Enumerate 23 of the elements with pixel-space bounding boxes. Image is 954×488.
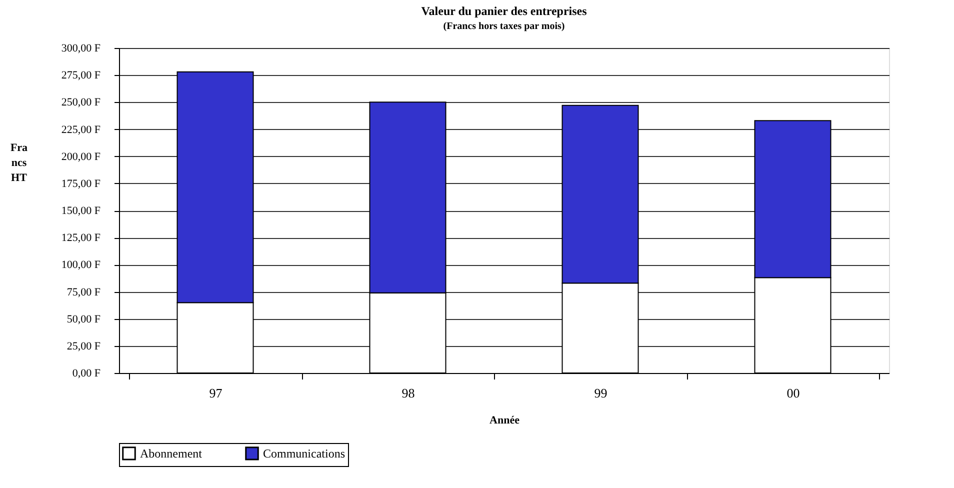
y-tick-label: 250,00 F xyxy=(61,96,100,109)
legend-label: Communications xyxy=(263,446,346,460)
y-tick-label: 50,00 F xyxy=(66,313,100,326)
x-tick-label: 98 xyxy=(402,386,415,400)
y-tick-label: 125,00 F xyxy=(61,232,100,244)
x-axis-title: Année xyxy=(490,414,520,426)
y-axis-title: Francs HT xyxy=(10,142,28,184)
chart-title: Valeur du panier des entreprises xyxy=(421,4,588,18)
y-tick-label: 200,00 F xyxy=(61,150,100,163)
y-tick-label: 0,00 F xyxy=(72,368,100,380)
legend-label: Abonnement xyxy=(140,446,203,460)
y-tick-label: 225,00 F xyxy=(61,124,100,136)
x-tick-label: 00 xyxy=(786,386,800,400)
x-tick-label: 99 xyxy=(594,386,608,400)
chart-subtitle: (Francs hors taxes par mois) xyxy=(443,21,565,32)
y-tick-label: 275,00 F xyxy=(61,70,100,82)
y-tick-label: 75,00 F xyxy=(66,286,100,298)
y-tick-label: 25,00 F xyxy=(66,340,100,352)
y-tick-label: 300,00 F xyxy=(61,42,100,54)
x-tick-label: 97 xyxy=(209,386,223,400)
y-tick-label: 150,00 F xyxy=(61,205,100,217)
y-tick-label: 100,00 F xyxy=(61,259,100,272)
y-tick-label: 175,00 F xyxy=(61,178,100,190)
